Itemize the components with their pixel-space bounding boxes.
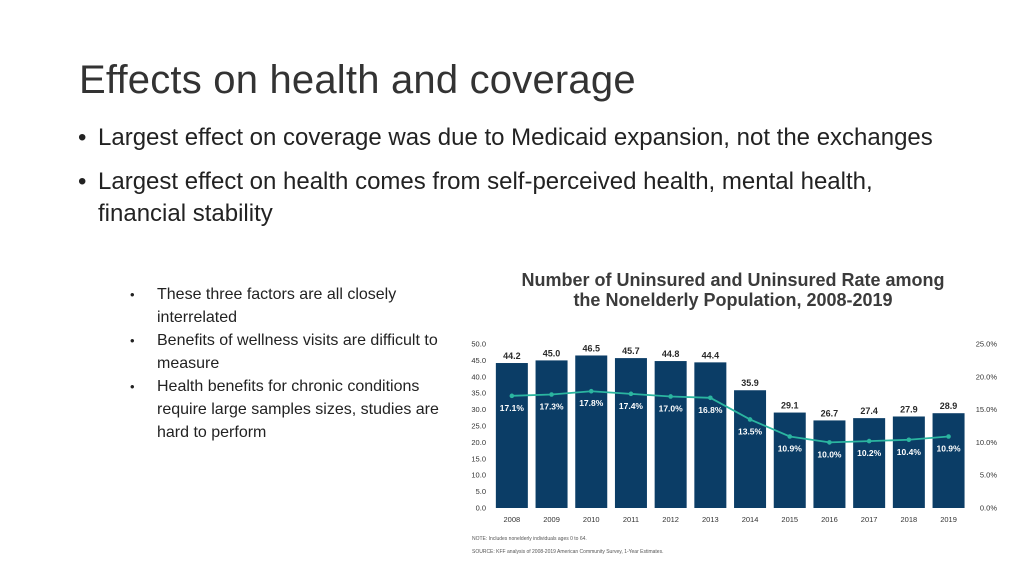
- rate-value-label: 17.8%: [579, 398, 604, 408]
- rate-point-2016: [827, 440, 832, 445]
- rate-point-2008: [509, 393, 515, 399]
- bar-value-label: 29.1: [781, 401, 799, 411]
- rate-point-2015: [787, 434, 793, 439]
- rate-value-label: 17.1%: [500, 403, 525, 413]
- bullet-health: Largest effect on health comes from self…: [78, 166, 938, 230]
- bar-2011: [614, 358, 647, 508]
- bar-value-label: 35.9: [741, 378, 759, 388]
- y-right-tick-label: 25.0%: [976, 340, 998, 349]
- rate-point-2013: [708, 395, 713, 401]
- y-left-tick-label: 50.0: [471, 340, 486, 349]
- rate-value-label: 10.0%: [817, 449, 842, 459]
- rate-point-2012: [668, 394, 673, 399]
- bar-2014: [734, 390, 767, 508]
- bar-value-label: 26.7: [821, 408, 839, 418]
- rate-point-2018: [906, 437, 912, 443]
- main-bullet-list: Largest effect on coverage was due to Me…: [78, 122, 938, 242]
- bar-value-label: 45.0: [543, 348, 561, 358]
- rate-point-2014: [747, 417, 753, 422]
- y-right-tick-label: 20.0%: [976, 372, 998, 381]
- x-tick-label: 2010: [583, 515, 600, 524]
- x-tick-label: 2009: [543, 515, 560, 524]
- rate-point-2019: [946, 434, 951, 439]
- x-tick-label: 2017: [861, 515, 878, 524]
- rate-value-label: 10.9%: [936, 443, 961, 453]
- bar-2012: [654, 361, 687, 508]
- rate-value-label: 10.9%: [778, 443, 803, 453]
- rate-value-label: 13.5%: [738, 426, 763, 436]
- bar-value-label: 44.8: [662, 349, 680, 359]
- bar-2019: [932, 413, 965, 508]
- uninsured-chart: 0.0 5.0 10.0 15.0 20.0 25.0 30.0 35.0 40.0 45.0 50…: [471, 340, 998, 525]
- bar-2016: [813, 420, 846, 508]
- x-tick-label: 2008: [504, 515, 521, 524]
- rate-value-label: 17.3%: [539, 402, 564, 412]
- bar-2015: [773, 412, 806, 508]
- y-right-tick-label: 5.0%: [980, 471, 997, 480]
- x-tick-label: 2014: [742, 515, 759, 524]
- y-left-tick-label: 45.0: [471, 356, 486, 365]
- y-left-tick-label: 40.0: [471, 372, 486, 381]
- y-left-tick-label: 35.0: [471, 389, 486, 398]
- chart-source: SOURCE: KFF analysis of 2008-2019 Americ…: [472, 549, 664, 555]
- rate-value-label: 17.4%: [619, 401, 644, 411]
- y-left-tick-label: 30.0: [471, 405, 486, 414]
- bar-2018: [892, 416, 925, 508]
- bar-value-label: 28.9: [940, 401, 958, 411]
- chart-note: NOTE: Includes nonelderly individuals ag…: [472, 536, 587, 542]
- x-tick-label: 2016: [821, 515, 838, 524]
- x-tick-label: 2018: [901, 515, 918, 524]
- bar-2009: [535, 360, 568, 508]
- y-right-tick-label: 15.0%: [976, 405, 998, 414]
- sub-bullet-factors: These three factors are all closely inte…: [130, 283, 448, 329]
- x-tick-label: 2012: [662, 515, 679, 524]
- rate-value-label: 17.0%: [659, 403, 684, 413]
- uninsured-rate-line: [511, 390, 949, 444]
- chart-title-line-2: the Nonelderly Population, 2008-2019: [573, 290, 893, 310]
- rate-value-label: 10.2%: [857, 448, 882, 458]
- bar-value-label: 44.2: [503, 351, 521, 361]
- x-tick-label: 2015: [781, 515, 798, 524]
- x-tick-label: 2011: [623, 515, 639, 524]
- chart-title-line-1: Number of Uninsured and Uninsured Rate a…: [521, 270, 945, 290]
- bar-2008: [495, 363, 528, 508]
- chart-title: Number of Uninsured and Uninsured Rate a…: [468, 270, 998, 310]
- rate-value-label: 10.4%: [897, 447, 922, 457]
- y-left-tick-label: 25.0: [471, 422, 486, 431]
- x-tick-label: 2013: [702, 515, 719, 524]
- rate-point-2011: [628, 391, 634, 397]
- rate-value-label: 16.8%: [698, 405, 723, 415]
- y-left-tick-label: 20.0: [471, 438, 486, 447]
- rate-point-2009: [549, 392, 554, 397]
- bar-value-label: 45.7: [622, 346, 640, 356]
- bar-2010: [575, 355, 608, 508]
- bar-value-label: 44.4: [702, 350, 720, 360]
- sub-bullet-chronic: Health benefits for chronic conditions r…: [130, 375, 448, 444]
- bar-value-label: 27.4: [860, 406, 878, 416]
- bullet-coverage: Largest effect on coverage was due to Me…: [78, 122, 938, 154]
- bar-2017: [853, 418, 886, 508]
- y-left-tick-label: 15.0: [471, 454, 486, 463]
- x-tick-label: 2019: [940, 515, 957, 524]
- slide-title: Effects on health and coverage: [79, 58, 636, 102]
- y-left-tick-label: 10.0: [471, 471, 486, 480]
- rate-point-2010: [588, 388, 594, 394]
- bar-value-label: 27.9: [900, 404, 918, 414]
- y-left-tick-label: 0.0: [476, 504, 486, 513]
- bar-2013: [694, 362, 727, 508]
- y-right-tick-label: 10.0%: [976, 438, 998, 447]
- sub-bullet-wellness: Benefits of wellness visits are difficul…: [130, 329, 448, 375]
- bar-value-label: 46.5: [582, 343, 600, 353]
- y-left-tick-label: 5.0: [476, 487, 486, 496]
- rate-point-2017: [866, 438, 872, 444]
- y-right-tick-label: 0.0%: [980, 504, 997, 513]
- sub-bullet-list: These three factors are all closely inte…: [130, 283, 448, 444]
